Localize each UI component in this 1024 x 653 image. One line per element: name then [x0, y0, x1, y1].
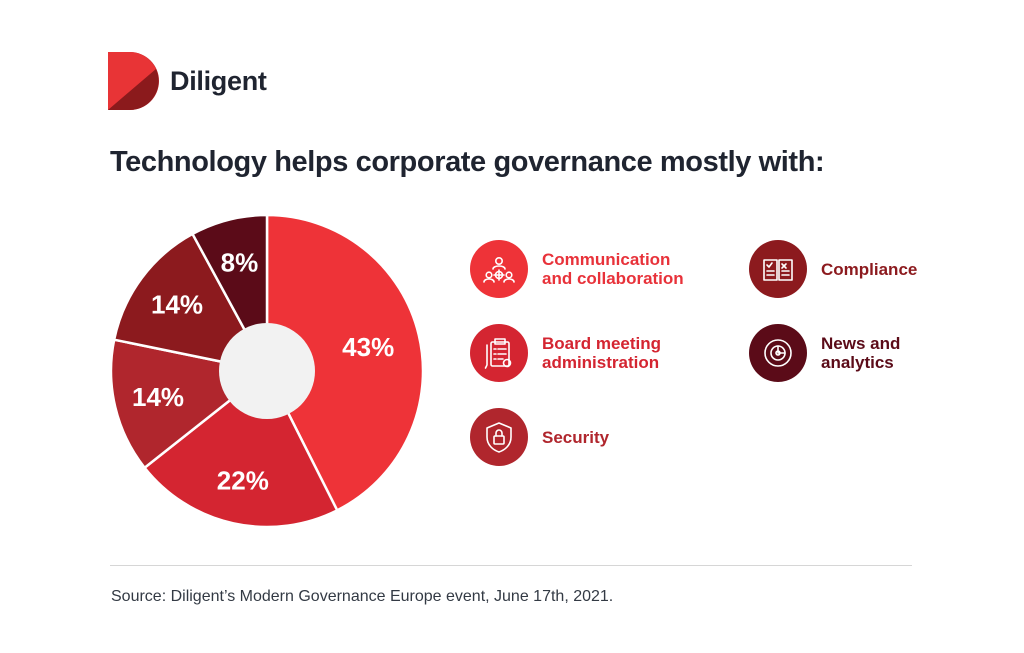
- analytics-icon: [749, 324, 807, 382]
- slice-label: 14%: [132, 382, 184, 412]
- slice-label: 22%: [217, 465, 269, 495]
- legend-label: News and analytics: [821, 334, 901, 372]
- book-icon: [749, 240, 807, 298]
- legend-item: News and analytics: [749, 324, 900, 382]
- slice-label: 8%: [221, 247, 259, 277]
- donut-hole: [219, 323, 315, 419]
- divider: [110, 565, 912, 566]
- pie-slice: [142, 369, 339, 529]
- pie-slice: [112, 232, 270, 373]
- chart-title: Technology helps corporate governance mo…: [110, 146, 825, 178]
- clipboard-icon: [470, 324, 528, 382]
- legend-label: Communication and collaboration: [542, 250, 684, 288]
- legend-item: Compliance: [749, 240, 917, 298]
- legend-item: Security: [470, 408, 609, 466]
- brand-logo: Diligent: [108, 52, 267, 110]
- legend-label: Compliance: [821, 259, 918, 279]
- legend-label: Board meeting administration: [542, 334, 662, 372]
- legend-item: Communication and collaboration: [470, 240, 684, 298]
- collaboration-icon: [470, 240, 528, 298]
- donut-chart: 43% 22% 14% 14% 8%: [109, 213, 425, 529]
- brand-name: Diligent: [170, 65, 267, 96]
- pie-slice: [265, 213, 425, 513]
- source-note: Source: Diligent’s Modern Governance Eur…: [111, 588, 614, 605]
- legend-item: Board meeting administration: [470, 324, 661, 382]
- legend-label: Security: [542, 427, 610, 447]
- slice-label: 14%: [151, 289, 203, 319]
- diligent-logo-icon: [108, 52, 159, 110]
- slice-label: 43%: [342, 332, 394, 362]
- shield-lock-icon: [470, 408, 528, 466]
